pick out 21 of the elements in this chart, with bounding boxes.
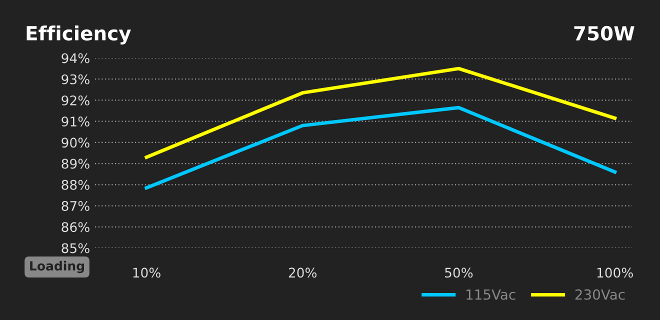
x-tick-label: 100% bbox=[597, 268, 633, 278]
y-tick-label: 85% bbox=[62, 243, 90, 254]
y-tick-label: 88% bbox=[62, 180, 90, 190]
line-series bbox=[144, 66, 617, 159]
y-tick-label: 93% bbox=[62, 74, 90, 84]
x-axis-title: Loading bbox=[30, 260, 84, 274]
y-tick-label: 90% bbox=[62, 138, 90, 148]
legend-label: 115Vac bbox=[466, 289, 516, 300]
y-tick-label: 89% bbox=[62, 158, 90, 169]
y-tick-label: 92% bbox=[62, 95, 90, 106]
x-tick-label: 20% bbox=[288, 268, 317, 278]
x-tick-label: 10% bbox=[133, 268, 160, 278]
y-tick-label: 87% bbox=[62, 201, 90, 211]
y-tick-label: 91% bbox=[62, 116, 90, 127]
line-series bbox=[144, 106, 617, 190]
chart-title: Efficiency bbox=[26, 26, 131, 44]
chart-subtitle: 750W bbox=[574, 26, 634, 41]
x-tick-label: 50% bbox=[445, 268, 473, 278]
y-tick-label: 86% bbox=[62, 222, 90, 232]
legend-label: 230Vac bbox=[575, 289, 625, 300]
y-tick-label: 94% bbox=[62, 53, 90, 64]
